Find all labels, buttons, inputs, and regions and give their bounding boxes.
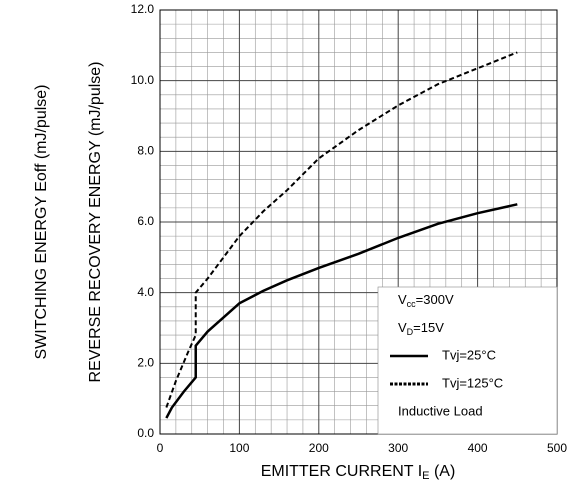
y-tick-label: 0.0 bbox=[137, 426, 154, 440]
annotation: VD=15V bbox=[398, 320, 444, 337]
y-tick-label: 6.0 bbox=[137, 214, 154, 228]
series-line bbox=[165, 203, 518, 419]
y-tick-label: 10.0 bbox=[131, 73, 155, 87]
legend-label: Tvj=25°C bbox=[442, 347, 496, 362]
y-tick-label: 12.0 bbox=[131, 2, 155, 16]
x-axis-label: EMITTER CURRENT IE (A) bbox=[261, 463, 456, 482]
x-axis-label-part: EMITTER CURRENT I bbox=[261, 463, 422, 480]
annotation-part: D bbox=[407, 327, 414, 337]
series-line bbox=[165, 51, 518, 408]
x-tick-label: 200 bbox=[309, 441, 329, 455]
annotation-part: =15V bbox=[413, 320, 444, 335]
x-axis-label-part: E bbox=[422, 470, 429, 482]
x-axis-label-part: (A) bbox=[430, 463, 456, 480]
annotation-part: cc bbox=[407, 299, 417, 309]
x-tick-label: 0 bbox=[157, 441, 164, 455]
y-tick-label: 8.0 bbox=[137, 144, 154, 158]
legend-box bbox=[377, 286, 558, 435]
annotation: Inductive Load bbox=[398, 403, 483, 418]
annotation-part: V bbox=[398, 292, 407, 307]
y-tick-label: 2.0 bbox=[137, 356, 154, 370]
annotation: Vcc=300V bbox=[398, 292, 454, 309]
plot-frame bbox=[159, 9, 558, 435]
legend-label: Tvj=125°C bbox=[442, 375, 503, 390]
x-tick-label: 500 bbox=[547, 441, 567, 455]
y-axis-label-2: SWITCHING ENERGY Eoff (mJ/pulse) bbox=[33, 84, 50, 359]
y-axis-label: REVERSE RECOVERY ENERGY (mJ/pulse) bbox=[87, 62, 104, 383]
annotation-part: =300V bbox=[416, 292, 454, 307]
annotation-part: V bbox=[398, 320, 407, 335]
x-tick-label: 300 bbox=[388, 441, 408, 455]
y-tick-label: 4.0 bbox=[137, 285, 154, 299]
x-tick-label: 100 bbox=[229, 441, 249, 455]
x-tick-label: 400 bbox=[468, 441, 488, 455]
